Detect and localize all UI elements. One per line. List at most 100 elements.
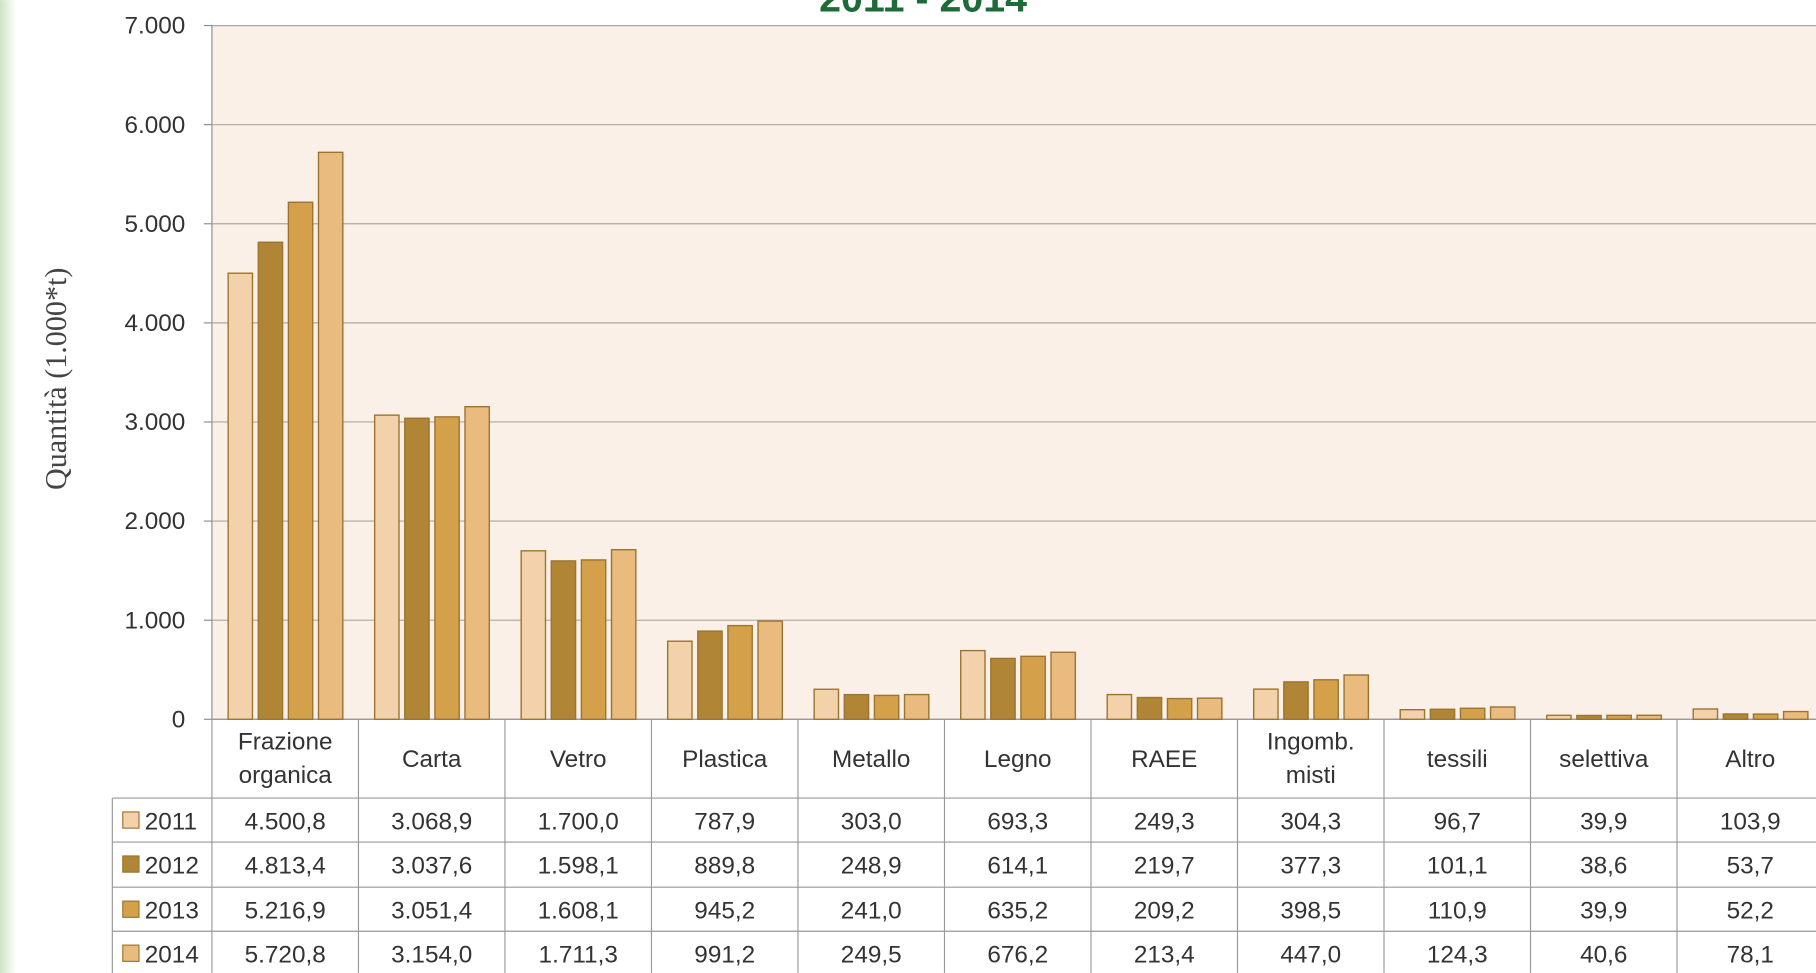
data-label: 219,7 (1134, 852, 1195, 879)
data-label: 3.051,4 (391, 897, 472, 924)
bar (580, 559, 607, 720)
y-tick-label: 0 (172, 706, 186, 733)
x-tick-label: selettiva (1559, 746, 1649, 773)
data-label: 787,9 (694, 808, 755, 835)
x-tick-label: Carta (402, 746, 462, 773)
y-tick-label: 7.000 (124, 13, 185, 40)
data-label: 303,0 (841, 808, 902, 835)
y-tick-label: 6.000 (124, 112, 185, 139)
bar (1489, 706, 1516, 720)
bar (1020, 655, 1046, 720)
x-tick-label: tessili (1427, 746, 1488, 773)
bar (990, 657, 1016, 720)
bar (1459, 707, 1486, 720)
x-tick-label: Legno (984, 746, 1052, 773)
bar (1576, 714, 1602, 720)
legend-swatch (122, 855, 140, 873)
x-tick-label: RAEE (1131, 746, 1197, 773)
data-label: 889,8 (694, 852, 755, 879)
bar (1136, 696, 1163, 720)
bar (373, 414, 400, 720)
bar (1692, 708, 1719, 720)
y-axis-label: Quantità (1.000*t) (39, 268, 73, 490)
legend-label: 2012 (145, 852, 199, 879)
data-label: 676,2 (987, 942, 1048, 969)
data-label: 693,3 (987, 808, 1048, 835)
data-label: 614,1 (987, 852, 1048, 879)
data-label: 241,0 (841, 897, 902, 924)
data-label: 213,4 (1134, 942, 1195, 969)
bar (227, 272, 254, 720)
bar (666, 640, 693, 720)
bar (1253, 688, 1279, 720)
bar (1429, 708, 1456, 720)
bar (1050, 651, 1077, 720)
data-label: 103,9 (1720, 808, 1781, 835)
data-label: 3.068,9 (391, 808, 472, 835)
x-tick-label: Ingomb. misti (1267, 728, 1355, 789)
bar (903, 693, 930, 720)
x-tick-label: Altro (1725, 746, 1775, 773)
x-tick-label: Frazione organica (238, 728, 333, 789)
data-label: 1.700,0 (538, 808, 619, 835)
bar (1546, 714, 1572, 720)
bar (464, 406, 491, 720)
bar (1313, 679, 1339, 720)
bar (1752, 713, 1779, 720)
data-label: 96,7 (1434, 808, 1481, 835)
data-label: 124,3 (1427, 942, 1488, 969)
data-label: 53,7 (1727, 852, 1774, 879)
bar (1283, 681, 1309, 720)
data-label: 249,5 (841, 942, 902, 969)
data-label: 1.598,1 (538, 852, 619, 879)
bar (1399, 709, 1426, 720)
bar (610, 548, 637, 720)
data-label: 248,9 (841, 852, 902, 879)
data-label: 78,1 (1727, 942, 1774, 969)
y-tick-label: 2.000 (124, 508, 185, 535)
bar (1343, 674, 1370, 720)
data-label: 5.720,8 (245, 942, 326, 969)
bar (550, 560, 577, 720)
bar (1606, 714, 1632, 720)
y-tick-label: 5.000 (124, 211, 185, 238)
bar (434, 416, 460, 720)
bar (727, 624, 753, 720)
data-label: 635,2 (987, 897, 1048, 924)
bar (1106, 693, 1133, 720)
y-tick-label: 4.000 (124, 310, 185, 337)
data-label: 398,5 (1280, 897, 1341, 924)
x-tick-label: Vetro (550, 746, 607, 773)
data-label: 991,2 (694, 942, 755, 969)
bar (257, 241, 284, 720)
legend-swatch (122, 811, 140, 829)
data-label: 209,2 (1134, 897, 1195, 924)
legend-label: 2013 (145, 897, 199, 924)
data-label: 38,6 (1580, 852, 1627, 879)
y-tick-label: 1.000 (124, 607, 185, 634)
bar (757, 620, 784, 720)
data-label: 39,9 (1580, 897, 1627, 924)
bar (697, 630, 723, 720)
bar (960, 649, 986, 720)
bar (520, 550, 547, 720)
legend-swatch (122, 900, 140, 918)
data-label: 4.500,8 (245, 808, 326, 835)
data-label: 377,3 (1280, 852, 1341, 879)
data-label: 39,9 (1580, 808, 1627, 835)
data-label: 4.813,4 (245, 852, 326, 879)
data-label: 304,3 (1280, 808, 1341, 835)
data-label: 52,2 (1727, 897, 1774, 924)
data-label: 1.711,3 (539, 942, 618, 969)
legend-swatch (122, 944, 140, 962)
chart-title: 2011 - 2014 (819, 0, 1027, 21)
bar (813, 688, 840, 720)
bar (843, 693, 870, 720)
data-label: 3.154,0 (391, 942, 472, 969)
data-label: 101,1 (1427, 852, 1488, 879)
data-label: 447,0 (1280, 942, 1341, 969)
data-label: 40,6 (1580, 942, 1627, 969)
data-label: 110,9 (1428, 897, 1487, 924)
bar (287, 201, 314, 720)
data-label: 1.608,1 (538, 897, 619, 924)
